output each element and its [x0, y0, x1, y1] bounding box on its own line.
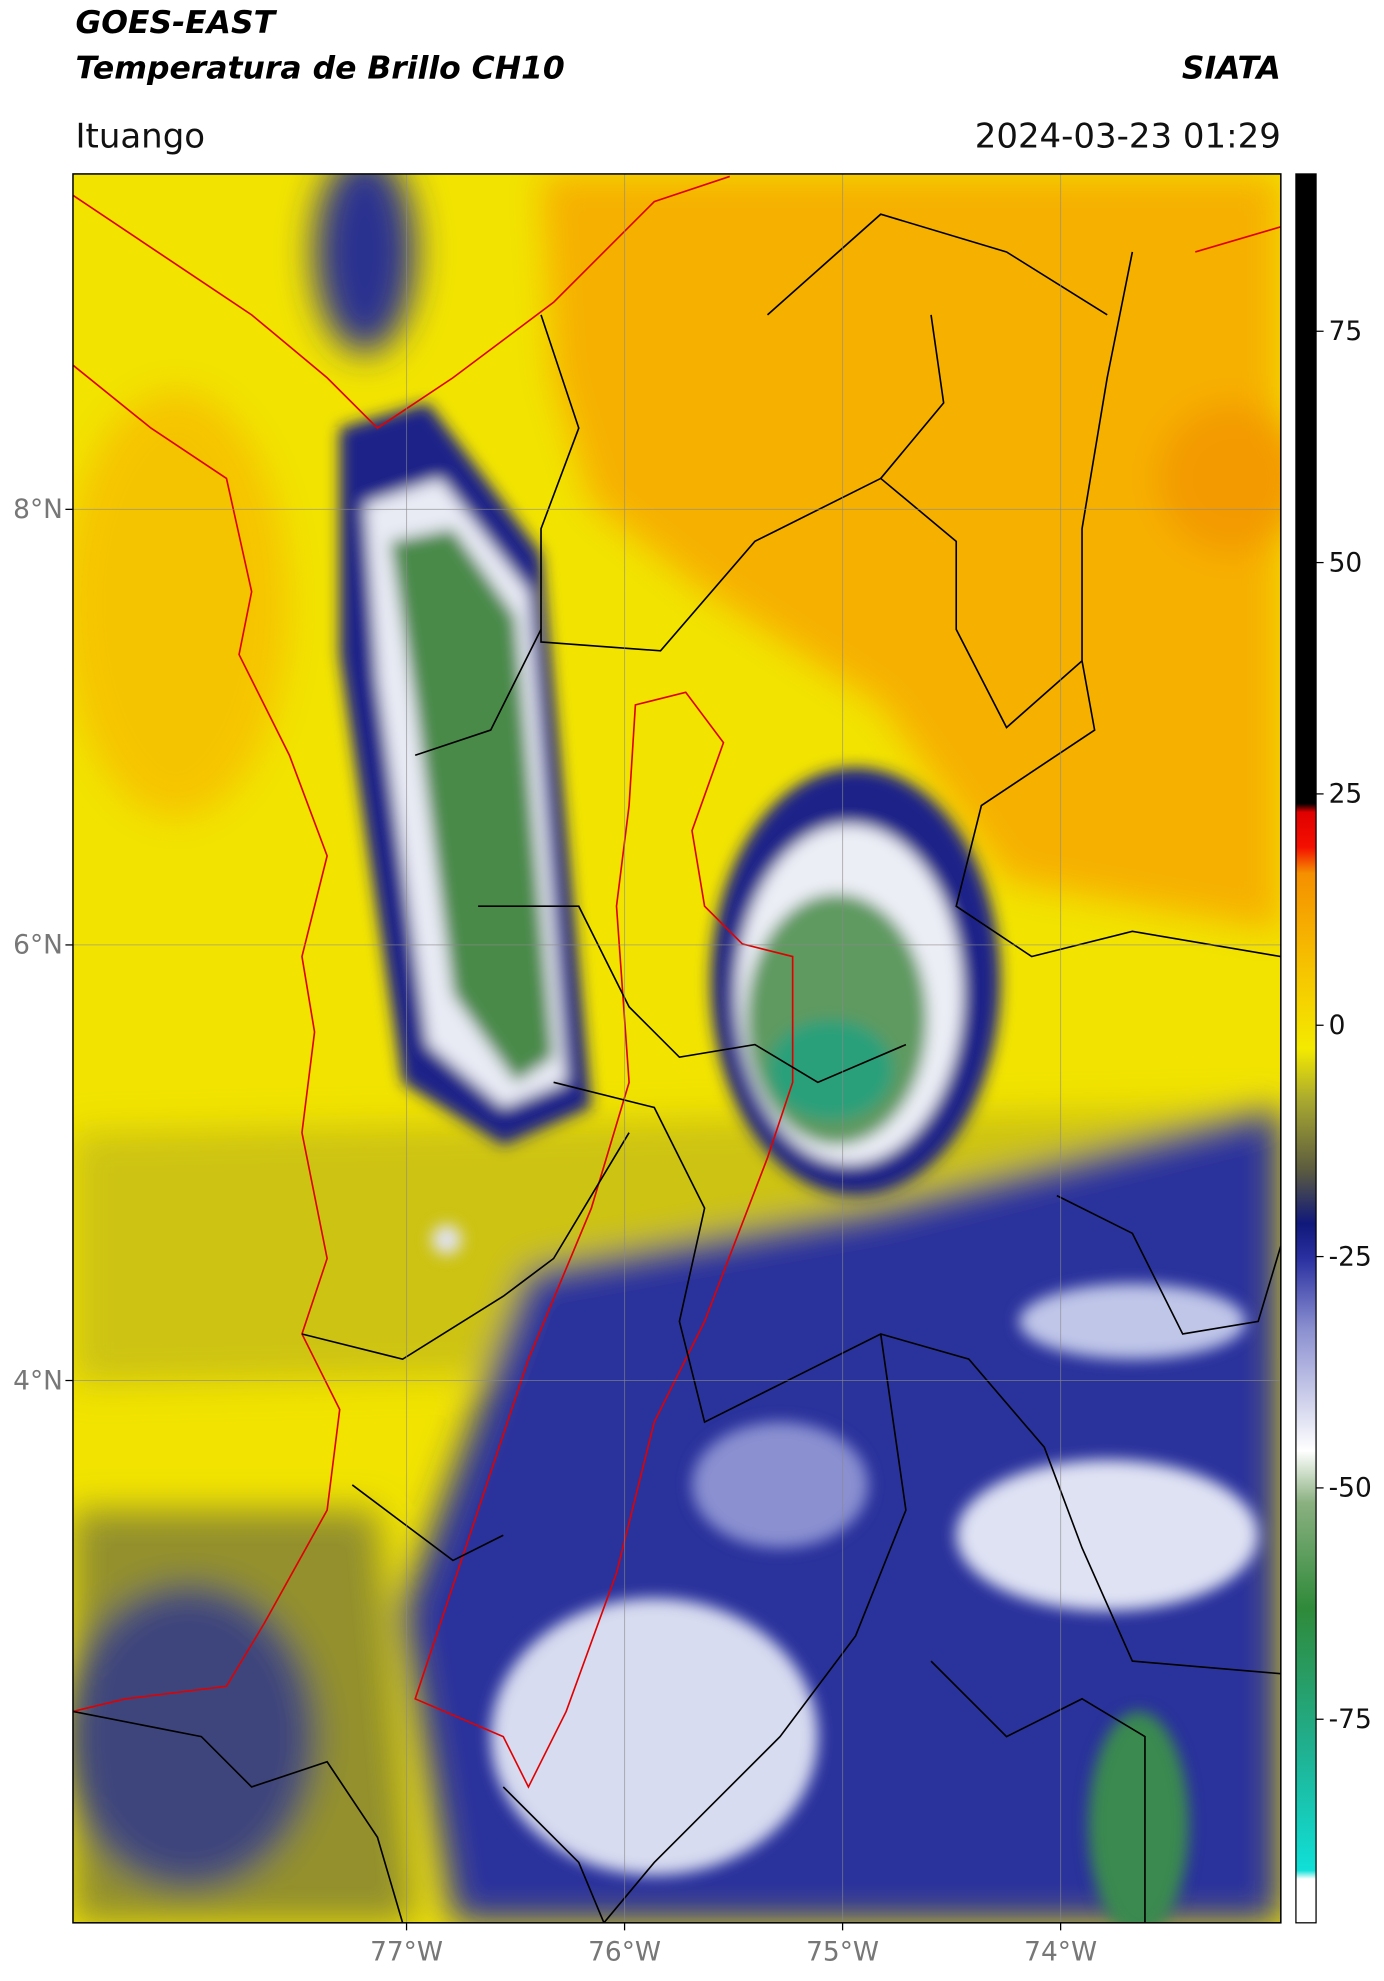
colorbar-tick-label: -75: [1329, 1704, 1372, 1735]
location: Ituango: [75, 117, 205, 157]
x-tick-label: 77°W: [370, 1937, 443, 1968]
y-tick-label: 8°N: [13, 494, 63, 525]
y-tick-label: 6°N: [13, 930, 63, 961]
agency: SIATA: [1182, 50, 1281, 86]
subtitle: Temperatura de Brillo CH10: [75, 50, 564, 86]
satellite-image: [72, 173, 1281, 1923]
colorbar-tick-label: 75: [1329, 316, 1363, 347]
x-tick-label: 74°W: [1024, 1937, 1097, 1968]
colorbar-tick-label: -25: [1329, 1241, 1372, 1272]
x-tick-label: 76°W: [588, 1937, 661, 1968]
colorbar-tick-label: 50: [1329, 547, 1363, 578]
title: GOES-EAST: [75, 5, 277, 41]
datetime: 2024-03-23 01:29: [975, 117, 1281, 157]
y-tick-label: 4°N: [13, 1365, 63, 1396]
map-frame: [72, 173, 1282, 1924]
colorbar-tick-label: -50: [1329, 1473, 1372, 1504]
x-tick-label: 75°W: [806, 1937, 879, 1968]
colorbar-tick-label: 0: [1329, 1010, 1346, 1041]
colorbar-tick-label: 25: [1329, 779, 1363, 810]
colorbar: [1295, 173, 1317, 1924]
